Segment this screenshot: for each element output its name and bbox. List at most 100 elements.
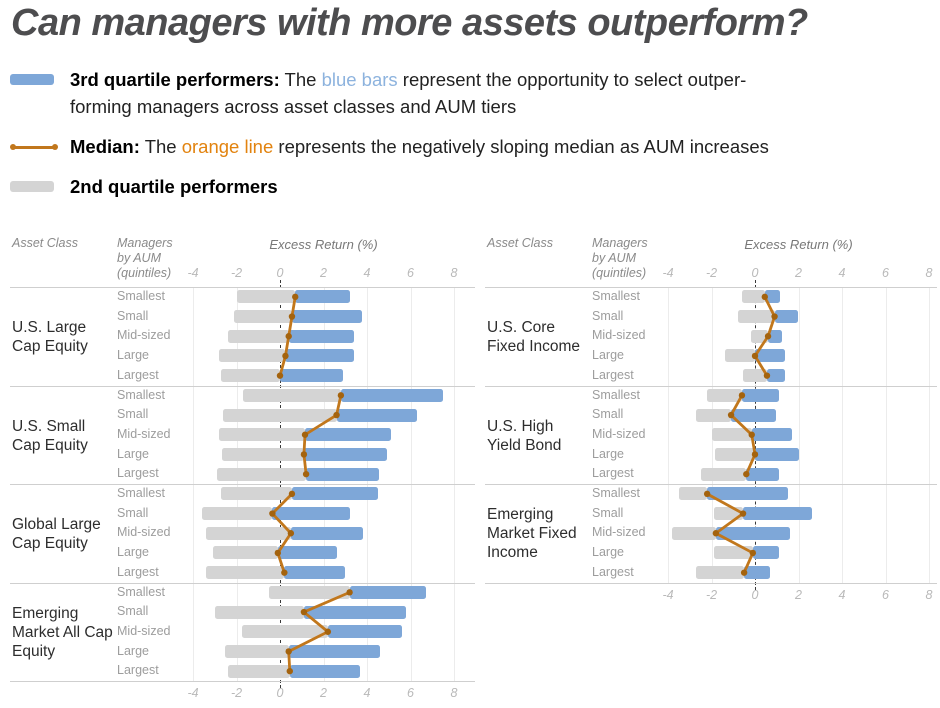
grid-line (929, 287, 930, 583)
bar-3rd-quartile (752, 546, 779, 559)
bar-3rd-quartile (306, 468, 379, 481)
bar-3rd-quartile (290, 527, 363, 540)
bar-2nd-quartile (206, 566, 285, 579)
axis-tick-label-top: 6 (407, 266, 414, 280)
bar-3rd-quartile (764, 290, 780, 303)
bar-3rd-quartile (327, 625, 402, 638)
bar-3rd-quartile (295, 290, 350, 303)
grid-line (885, 287, 887, 583)
group-separator (10, 287, 475, 288)
bar-2nd-quartile (707, 389, 742, 402)
axis-tick-label-top: 4 (363, 266, 371, 280)
bar-2nd-quartile (724, 349, 755, 362)
bar-2nd-quartile (672, 527, 716, 540)
bar-3rd-quartile (766, 369, 786, 382)
axis-tick-label-bottom: -2 (705, 588, 718, 602)
bar-2nd-quartile (227, 665, 290, 678)
bar-2nd-quartile (737, 310, 775, 323)
legend-text-2nd-quartile: 2nd quartile performers (70, 173, 278, 200)
row-label: Large (592, 348, 624, 362)
column-header-asset-class: Asset Class (12, 236, 78, 250)
row-label: Largest (117, 565, 159, 579)
axis-tick-label-top: -4 (187, 266, 199, 280)
legend-text-3rd-quartile: 3rd quartile performers: The blue bars r… (70, 66, 746, 120)
group-separator (10, 681, 475, 682)
bar-2nd-quartile (219, 428, 305, 441)
axis-tick-label-top: 2 (320, 266, 327, 280)
bar-3rd-quartile (284, 566, 346, 579)
bar-2nd-quartile (224, 645, 289, 658)
group-label: U.S. Core Fixed Income (487, 318, 581, 355)
bar-3rd-quartile (707, 487, 788, 500)
bar-2nd-quartile (741, 290, 765, 303)
bar-3rd-quartile (746, 468, 779, 481)
axis-tick-label-bottom: 2 (320, 686, 327, 700)
legend-label-median: Median: (70, 136, 140, 157)
column-header-asset-class: Asset Class (487, 236, 553, 250)
bar-3rd-quartile (277, 546, 337, 559)
row-label: Smallest (117, 289, 165, 303)
group-label: U.S. Small Cap Equity (12, 417, 88, 454)
axis-tick-label-top: 2 (795, 266, 802, 280)
legend-label-3rd-quartile: 3rd quartile performers: (70, 69, 280, 90)
blue-bars-highlight: blue bars (321, 69, 398, 90)
axis-tick-label-bottom: 4 (363, 686, 371, 700)
bar-3rd-quartile (303, 448, 387, 461)
bar-2nd-quartile (269, 586, 350, 599)
row-label: Mid-sized (592, 427, 646, 441)
row-label: Smallest (117, 585, 165, 599)
bar-3rd-quartile (768, 330, 783, 343)
axis-title: Excess Return (%) (744, 237, 853, 252)
row-label: Small (117, 604, 149, 618)
column-header-managers: Managers by AUM (quintiles) (117, 236, 173, 280)
row-label: Smallest (117, 486, 165, 500)
row-label: Mid-sized (117, 328, 171, 342)
group-separator (10, 484, 475, 485)
bar-3rd-quartile (288, 645, 381, 658)
legend-item-2nd-quartile: 2nd quartile performers (10, 173, 925, 200)
bar-2nd-quartile (223, 409, 337, 422)
axis-tick-label-bottom: 8 (450, 686, 458, 700)
bar-3rd-quartile (288, 330, 354, 343)
axis-tick-label-top: 6 (882, 266, 889, 280)
axis-tick-label-top: -4 (662, 266, 674, 280)
group-separator (10, 386, 475, 387)
bar-2nd-quartile (206, 527, 291, 540)
bar-3rd-quartile (336, 409, 418, 422)
bar-2nd-quartile (711, 428, 752, 441)
row-label: Smallest (592, 388, 640, 402)
row-label: Largest (592, 466, 634, 480)
bar-3rd-quartile (340, 389, 444, 402)
bar-2nd-quartile (236, 290, 296, 303)
axis-tick-label-top: -2 (705, 266, 718, 280)
bar-2nd-quartile (234, 310, 292, 323)
bar-3rd-quartile (291, 310, 362, 323)
bar-3rd-quartile (715, 527, 790, 540)
axis-tick-label-bottom: 0 (751, 588, 759, 602)
bar-3rd-quartile (280, 369, 344, 382)
axis-tick-label-top: 8 (925, 266, 933, 280)
bar-2nd-quartile (713, 507, 744, 520)
row-label: Small (592, 407, 624, 421)
bar-2nd-quartile (696, 566, 745, 579)
bar-2nd-quartile (696, 409, 732, 422)
bar-2nd-quartile (243, 389, 341, 402)
row-label: Largest (117, 663, 159, 677)
row-label: Largest (592, 368, 634, 382)
bar-3rd-quartile (285, 349, 354, 362)
group-label: Emerging Market All Cap Equity (12, 605, 113, 660)
group-separator (485, 583, 937, 584)
axis-tick-label-bottom: 4 (838, 588, 846, 602)
bar-3rd-quartile (743, 507, 812, 520)
row-label: Smallest (592, 289, 640, 303)
axis-tick-label-top: 0 (751, 266, 759, 280)
bar-3rd-quartile (755, 448, 799, 461)
group-label: Global Large Cap Equity (12, 515, 101, 552)
legend-text-median: Median: The orange line represents the n… (70, 133, 769, 160)
bar-3rd-quartile (731, 409, 776, 422)
group-separator (485, 386, 937, 387)
bar-2nd-quartile (214, 606, 304, 619)
bar-2nd-quartile (743, 369, 767, 382)
legend-item-3rd-quartile: 3rd quartile performers: The blue bars r… (10, 66, 925, 120)
grid-line (668, 287, 669, 583)
